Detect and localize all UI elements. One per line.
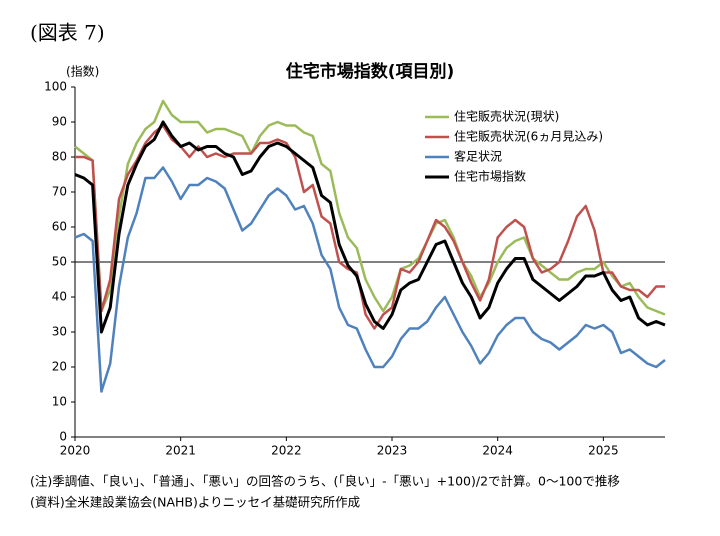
x-tick-label: 2024	[482, 444, 513, 458]
legend-label: 住宅市場指数	[454, 169, 526, 184]
y-tick-label: 100	[44, 80, 67, 94]
series-line	[74, 99, 666, 316]
x-tick-label: 2023	[377, 444, 408, 458]
legend-label: 客足状況	[454, 149, 502, 164]
note: (資料)全米建設業協会(NAHB)よりニッセイ基礎研究所作成	[30, 495, 360, 510]
x-tick-label: 2020	[60, 444, 91, 458]
y-tick-label: 70	[52, 185, 67, 199]
y-tick-label: 50	[52, 255, 67, 269]
y-tick-label: 30	[52, 325, 67, 339]
legend-label: 住宅販売状況(6ヵ月見込み)	[454, 129, 603, 144]
series-line	[74, 166, 666, 393]
figure-label: (図表 7)	[30, 21, 105, 45]
y-tick-label: 0	[59, 430, 67, 444]
chart-title: 住宅市場指数(項目別)	[286, 61, 455, 82]
y-tick-label: 20	[52, 360, 67, 374]
y-axis-label: (指数)	[66, 64, 99, 79]
y-tick-label: 90	[52, 115, 67, 129]
x-tick-label: 2022	[271, 444, 302, 458]
series-line	[74, 120, 666, 334]
x-tick-label: 2021	[165, 444, 196, 458]
y-tick-label: 60	[52, 220, 67, 234]
legend-label: 住宅販売状況(現状)	[454, 109, 559, 124]
series-line	[75, 124, 665, 330]
note: (注)季調値、「良い」、「普通」、「悪い」の回答のうち、(「良い」-「悪い」+1…	[30, 474, 620, 489]
y-tick-label: 10	[52, 395, 67, 409]
y-tick-label: 80	[52, 150, 67, 164]
x-tick-label: 2025	[588, 444, 619, 458]
y-tick-label: 40	[52, 290, 67, 304]
